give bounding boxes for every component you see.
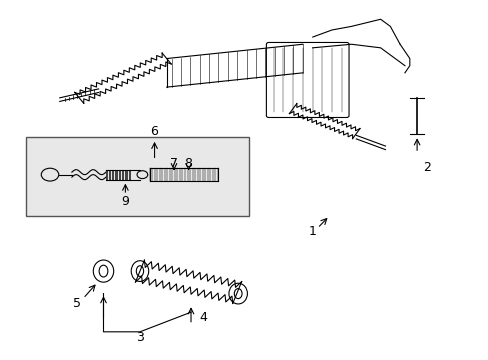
Text: 2: 2 [422,161,430,174]
Text: 9: 9 [121,195,129,208]
Text: 8: 8 [184,157,192,170]
Text: 6: 6 [150,125,158,138]
Text: 1: 1 [308,225,316,238]
Text: 3: 3 [136,331,143,344]
Text: 7: 7 [170,157,178,170]
Bar [26,137,249,216]
Text: 5: 5 [73,297,81,310]
Text: 4: 4 [199,311,207,324]
